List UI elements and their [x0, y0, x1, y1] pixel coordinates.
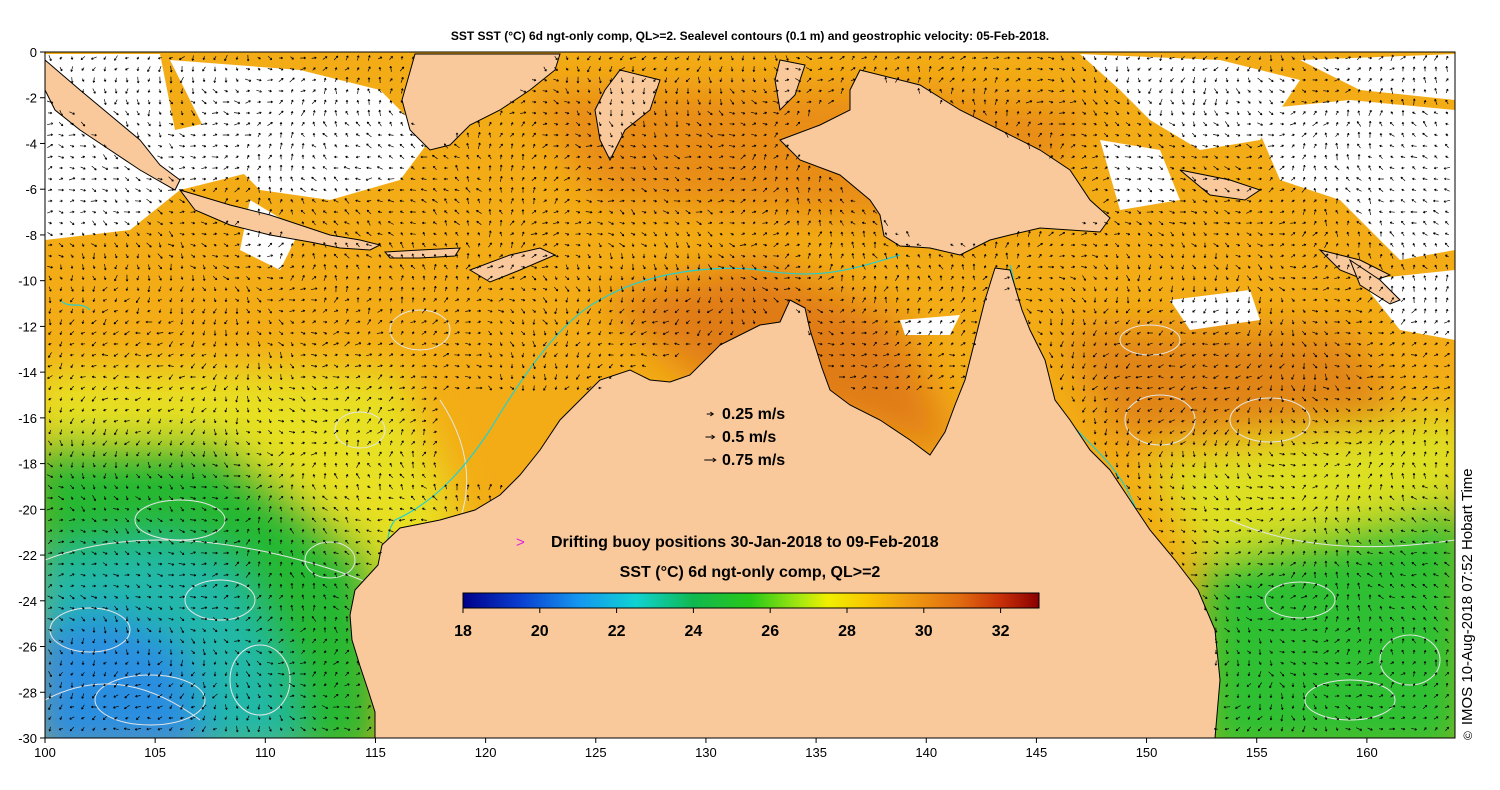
- colorbar-tick-label: 30: [915, 623, 933, 640]
- land-java: [178, 189, 382, 251]
- lon-tick-label: 135: [805, 745, 827, 760]
- sst-zone-blue-west: [45, 610, 206, 738]
- lon-tick-label: 140: [915, 745, 937, 760]
- colorbar-tick-label: 22: [608, 623, 626, 640]
- lat-tick-label: -30: [18, 731, 37, 746]
- velocity-legend-label: 0.75 m/s: [722, 452, 785, 469]
- colorbar: [462, 592, 1040, 609]
- velocity-legend-arrowhead: [711, 434, 716, 440]
- lat-tick-label: -20: [18, 502, 37, 517]
- land-new-guinea: [779, 69, 1111, 256]
- land-australia: [349, 267, 1221, 738]
- lat-tick-label: -16: [18, 411, 37, 426]
- lon-tick-label: 110: [255, 745, 276, 760]
- lat-tick-label: -14: [18, 365, 37, 380]
- lat-tick-label: -4: [25, 136, 37, 151]
- velocity-legend-label: 0.5 m/s: [722, 429, 776, 446]
- lat-tick-label: -2: [25, 91, 37, 106]
- lat-tick-label: -8: [25, 228, 37, 243]
- colorbar-tick-label: 26: [761, 623, 779, 640]
- lat-tick-label: -6: [25, 182, 37, 197]
- land-bali-flores: [383, 247, 461, 259]
- credit: © IMOS 10-Aug-2018 07:52 Hobart Time: [1459, 468, 1476, 740]
- lat-tick-label: 0: [30, 45, 37, 60]
- lon-tick-label: 105: [144, 745, 166, 760]
- lat-tick-label: -12: [18, 319, 37, 334]
- land-borneo: [401, 53, 561, 151]
- velocity-vectors: [46, 54, 1451, 733]
- land-sumatra: [45, 59, 181, 191]
- copyright-icon: ©: [1461, 731, 1475, 740]
- missing-data: [45, 54, 1455, 340]
- colorbar-tick-label: 24: [685, 623, 703, 640]
- lat-tick-label: -24: [18, 594, 37, 609]
- velocity-arrows: [46, 54, 1451, 733]
- lon-tick-label: 120: [475, 745, 497, 760]
- lon-tick-label: 150: [1136, 745, 1158, 760]
- land-new-britain: [1179, 169, 1262, 201]
- lon-tick-label: 160: [1356, 745, 1378, 760]
- velocity-legend-arrowhead: [712, 457, 717, 463]
- velocity-legend-label: 0.25 m/s: [722, 406, 785, 423]
- colorbar-tick-label: 32: [992, 623, 1010, 640]
- lon-axis: 100 105 110 115 120 125 130 135 140 145 150 155 160: [34, 738, 1378, 760]
- lon-tick-label: 100: [34, 745, 56, 760]
- sst-zone-warm-coral: [1060, 330, 1400, 440]
- sst-zone-yellow-east: [1150, 412, 1455, 560]
- buoy-legend-text: Drifting buoy positions 30-Jan-2018 to 0…: [551, 534, 939, 551]
- buoy-symbol: >: [516, 534, 525, 551]
- lon-tick-label: 155: [1246, 745, 1268, 760]
- credit-text: IMOS 10-Aug-2018 07:52 Hobart Time: [1459, 468, 1476, 726]
- lon-tick-label: 125: [585, 745, 607, 760]
- velocity-legend: 0.25 m/s 0.5 m/s 0.75 m/s: [704, 406, 785, 469]
- buoy-legend: > Drifting buoy positions 30-Jan-2018 to…: [516, 534, 939, 551]
- lon-tick-label: 145: [1026, 745, 1048, 760]
- lat-tick-label: -10: [18, 274, 37, 289]
- plot-frame: [44, 51, 1456, 739]
- lat-axis: 0 -2 -4 -6 -8 -10 -12 -14 -16 -18 -20 -22 -24 -26 -28 -…: [18, 45, 45, 746]
- colorbar-tick-label: 20: [531, 623, 549, 640]
- velocity-legend-arrowhead: [709, 411, 715, 417]
- lat-tick-label: -18: [18, 457, 37, 472]
- lon-tick-label: 130: [695, 745, 717, 760]
- lon-tick-label: 115: [365, 745, 386, 760]
- colorbar-ticks: 18 20 22 24 26 28 30 32: [454, 608, 1010, 640]
- colorbar-tick-label: 28: [838, 623, 856, 640]
- page-title: SST SST (°C) 6d ngt-only comp, QL>=2. Se…: [450, 29, 1050, 43]
- lat-tick-label: -26: [18, 640, 37, 655]
- lat-tick-label: -28: [18, 685, 37, 700]
- colorbar-title: SST (°C) 6d ngt-only comp, QL>=2: [620, 564, 881, 581]
- colorbar-tick-label: 18: [454, 623, 472, 640]
- lat-tick-label: -22: [18, 548, 37, 563]
- land-new-caledonia: [1348, 258, 1401, 305]
